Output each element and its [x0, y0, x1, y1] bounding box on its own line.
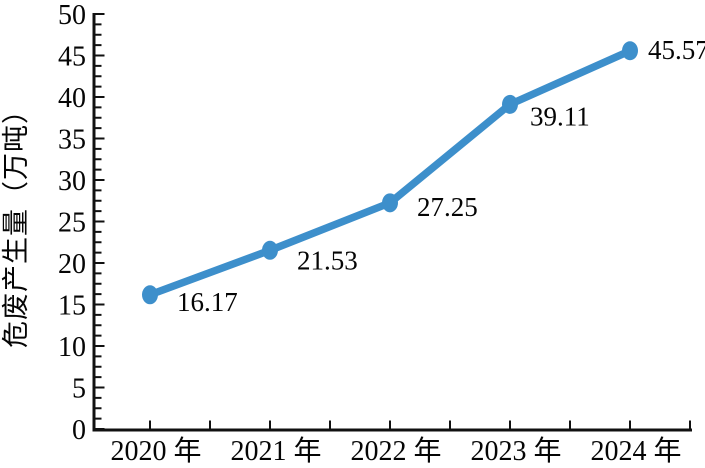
y-axis-tick-label: 5	[72, 374, 86, 405]
data-point-marker	[262, 240, 278, 260]
data-point-label: 21.53	[297, 245, 358, 275]
data-point-marker	[622, 41, 638, 61]
data-point-label: 45.57	[648, 35, 705, 65]
data-point-marker	[142, 285, 158, 305]
x-axis-tick-label: 2022 年	[350, 435, 441, 467]
data-point-marker	[382, 193, 398, 213]
data-point-label: 27.25	[417, 192, 478, 222]
y-axis-tick-label: 0	[72, 415, 86, 446]
x-axis-tick-label: 2021 年	[230, 435, 321, 467]
x-axis-tick-label: 2020 年	[110, 435, 201, 467]
data-point-labels: 16.17 21.53 27.25 39.11 45.57	[177, 35, 705, 317]
y-axis-tick-label: 50	[58, 0, 86, 31]
x-axis-ticks	[149, 420, 691, 429]
data-point-markers	[142, 41, 638, 305]
y-axis-tick-label: 40	[58, 83, 86, 114]
y-axis-title: 危废产生量（万吨）	[1, 96, 31, 348]
data-point-label: 39.11	[530, 101, 590, 131]
x-axis-tick-label: 2023 年	[470, 435, 561, 467]
y-axis-tick-labels: 0 5 10 15 20 25 30 35 40 45 50	[58, 0, 86, 446]
x-axis-tick-label: 2024 年	[590, 435, 681, 467]
y-axis-tick-label: 20	[58, 249, 86, 280]
y-axis-tick-label: 25	[58, 208, 86, 239]
y-axis-tick-label: 45	[58, 42, 86, 73]
data-point-marker	[502, 94, 518, 114]
series-line	[146, 47, 634, 299]
y-axis-tick-label: 10	[58, 332, 86, 363]
y-axis-tick-label: 30	[58, 166, 86, 197]
data-series	[146, 47, 634, 299]
y-axis-tick-label: 15	[58, 291, 86, 322]
data-point-label: 16.17	[177, 287, 238, 317]
y-axis-ticks	[95, 13, 105, 430]
axes	[92, 13, 692, 432]
x-axis-tick-labels: 2020 年 2021 年 2022 年 2023 年 2024 年	[110, 435, 681, 467]
y-axis-tick-label: 35	[58, 125, 86, 156]
